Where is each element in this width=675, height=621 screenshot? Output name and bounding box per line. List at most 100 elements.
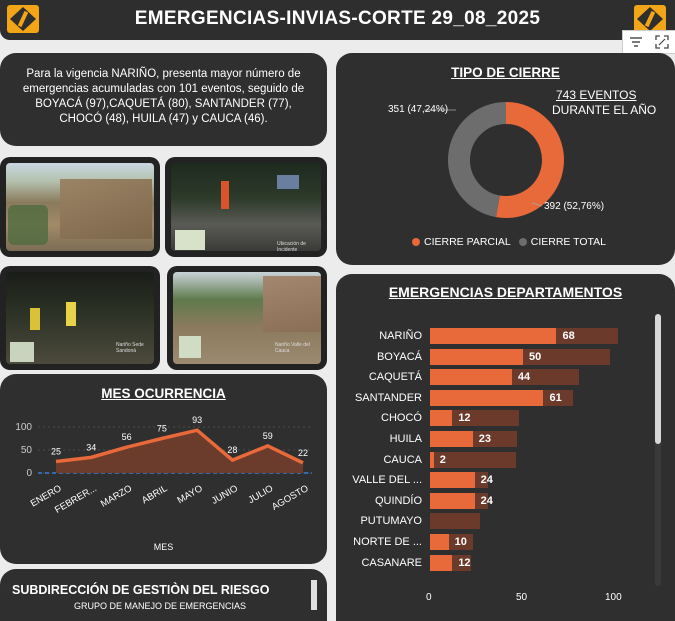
invias-logo-icon (7, 5, 39, 33)
mes-data-label: 34 (86, 442, 96, 452)
donut-label-parcial: 392 (52,76%) (544, 201, 605, 212)
mes-category-label: JUNIO (210, 483, 240, 507)
dept-value-label: 10 (454, 536, 467, 548)
mes-xlabel: MES (153, 542, 174, 552)
x-tick-100: 100 (605, 592, 622, 603)
dept-value-label: 24 (480, 474, 493, 487)
photo-4[interactable]: Nariño Valle del Cauca (167, 266, 327, 370)
mes-data-label: 59 (263, 431, 273, 441)
dept-value-label: 2 (439, 453, 446, 466)
dept-label: VALLE DEL ... (352, 474, 422, 487)
dept-bar-parcial[interactable] (430, 410, 453, 427)
donut-chart (424, 102, 564, 218)
mes-data-label: 56 (122, 432, 132, 442)
departamentos-title: EMERGENCIAS DEPARTAMENTOS (388, 284, 623, 300)
dept-label: CAUCA (383, 453, 422, 466)
mes-data-label: 93 (192, 415, 202, 425)
dept-label: QUINDÍO (374, 494, 422, 507)
mes-y-tick: 100 (15, 422, 32, 433)
mes-area (56, 430, 303, 473)
scrollbar-track[interactable] (655, 314, 661, 586)
dept-value-label: 50 (529, 350, 542, 363)
dept-bar-parcial[interactable] (430, 472, 475, 489)
dept-value-label: 12 (458, 412, 471, 425)
photo-3[interactable]: Nariño Sede Sandoná (0, 266, 160, 370)
scrollbar-thumb[interactable] (655, 314, 661, 444)
page-title: EMERGENCIAS-INVIAS-CORTE 29_08_2025 (134, 8, 541, 29)
tipo-cierre-panel: TIPO DE CIERRE 743 EVENTOS DURANTE EL AÑ… (336, 53, 675, 265)
dept-label: HUILA (389, 433, 422, 445)
dept-bar-parcial[interactable] (430, 534, 449, 550)
dept-value-label: 23 (478, 433, 492, 445)
map-thumbnail-icon (10, 342, 34, 362)
mes-chart: 05010025ENERO34FEBRER...56MARZO75ABRIL93… (15, 415, 312, 516)
mes-data-label: 22 (298, 448, 308, 458)
photo-4-caption: Nariño Valle del Cauca (275, 342, 310, 354)
dept-label: PUTUMAYO (360, 515, 422, 528)
dept-value-label: 61 (549, 391, 562, 404)
dept-value-label: 68 (562, 330, 575, 342)
tipo-cierre-title: TIPO DE CIERRE (451, 65, 560, 80)
mes-category-label: ABRIL (140, 483, 169, 506)
filter-icon[interactable] (629, 35, 643, 49)
dept-bar-total[interactable] (430, 451, 516, 468)
dept-label: CASANARE (361, 556, 422, 569)
dept-label: BOYACÁ (376, 350, 422, 363)
header-bar: EMERGENCIAS-INVIAS-CORTE 29_08_2025 (0, 0, 675, 40)
legend-total-dot-icon (518, 238, 527, 246)
dept-label: SANTANDER (354, 391, 422, 404)
mes-y-tick: 50 (21, 445, 33, 456)
legend-total-label[interactable]: CIERRE TOTAL (530, 236, 607, 248)
map-thumbnail-icon (175, 230, 205, 250)
donut-slice-1[interactable] (448, 102, 507, 218)
dept-bar-parcial[interactable] (430, 451, 434, 468)
mes-data-label: 28 (227, 445, 237, 455)
summary-text: Para la vigencia NARIÑO, presenta mayor … (22, 68, 305, 125)
departamentos-panel: EMERGENCIAS DEPARTAMENTOS NARIÑO 68 BOYACÁ… (336, 274, 675, 621)
departamentos-chart: NARIÑO 68 BOYACÁ 50 CAQUETÁ 44 SANTANDER 61 CHOC… (336, 274, 675, 621)
dept-label: CHOCÓ (381, 412, 422, 425)
events-count-label: 743 EVENTOS (556, 88, 637, 102)
mes-data-label: 75 (157, 424, 167, 434)
mes-category-label: MAYO (176, 483, 205, 506)
dept-bar-parcial[interactable] (430, 492, 475, 509)
footer-title: SUBDIRECCIÓN DE GESTIÒN DEL RIESGO (12, 583, 270, 597)
footer-accent-bar (311, 580, 317, 610)
footer-subtitle: GRUPO DE MANEJO DE EMERGENCIAS (73, 601, 247, 611)
summary-panel: Para la vigencia NARIÑO, presenta mayor … (0, 53, 327, 146)
mes-y-tick: 0 (26, 468, 32, 479)
legend: CIERRE PARCIAL CIERRE TOTAL (412, 236, 606, 248)
mes-data-label: 25 (51, 447, 61, 457)
events-sub-label: DURANTE EL AÑO (552, 103, 657, 117)
x-tick-50: 50 (516, 592, 528, 603)
dept-bar-parcial[interactable] (430, 431, 473, 447)
footer-panel: SUBDIRECCIÓN DE GESTIÒN DEL RIESGO GRUPO… (0, 569, 327, 621)
dept-bar-parcial[interactable] (430, 328, 557, 344)
dept-label: NARIÑO (379, 330, 422, 342)
mes-category-label: AGOSTO (270, 483, 311, 513)
dept-bar-parcial[interactable] (430, 389, 544, 406)
legend-parcial-label[interactable]: CIERRE PARCIAL (424, 236, 511, 248)
focus-mode-icon[interactable] (655, 35, 669, 49)
donut-slice-0[interactable] (496, 102, 564, 218)
dept-bar-parcial[interactable] (430, 554, 453, 571)
legend-parcial-dot-icon (412, 238, 420, 246)
visual-toolbar (622, 30, 675, 54)
dept-value-label: 24 (480, 494, 493, 507)
dept-value-label: 12 (458, 556, 471, 569)
dept-bar-total[interactable] (430, 410, 520, 427)
dept-label: CAQUETÁ (368, 371, 422, 384)
dept-bar-parcial[interactable] (430, 369, 512, 386)
mes-line[interactable] (55, 428, 304, 465)
photo-1[interactable] (0, 157, 160, 257)
dept-value-label: 44 (517, 371, 531, 384)
dept-bar-total[interactable] (430, 513, 481, 530)
photo-2[interactable]: Ubicación de Incidente (165, 157, 327, 257)
dept-bar-parcial[interactable] (430, 348, 523, 365)
mes-chart-title: MES OCURRENCIA (101, 386, 226, 401)
mes-category-label: MARZO (99, 483, 134, 510)
map-thumbnail-icon (179, 336, 201, 358)
photo-3-caption: Nariño Sede Sandoná (116, 342, 144, 354)
dept-label: NORTE DE ... (353, 536, 422, 548)
leader-line-parcial (531, 202, 543, 207)
